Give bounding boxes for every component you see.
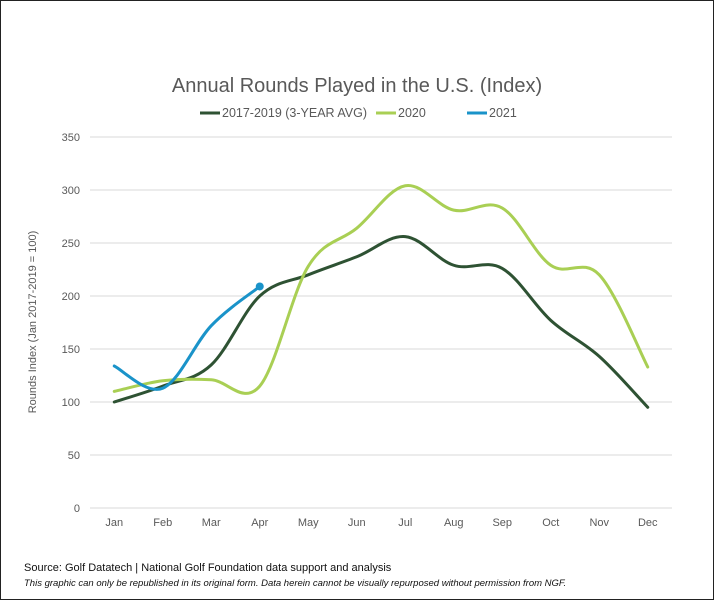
- source-note: Source: Golf Datatech | National Golf Fo…: [24, 562, 392, 574]
- y-tick-label: 100: [62, 397, 80, 409]
- legend-label: 2021: [489, 106, 517, 120]
- x-tick-label: Jul: [398, 517, 412, 529]
- y-tick-label: 150: [62, 344, 80, 356]
- y-tick-label: 350: [62, 132, 80, 144]
- legend-label: 2020: [398, 106, 426, 120]
- x-tick-label: Oct: [542, 517, 559, 529]
- x-tick-label: Apr: [251, 517, 268, 529]
- chart-title: Annual Rounds Played in the U.S. (Index): [172, 75, 542, 97]
- series-line-0: [112, 235, 650, 409]
- x-tick-label: Sep: [492, 517, 512, 529]
- y-axis-ticks: 0 50 100 150 200 250 300 350: [62, 132, 80, 515]
- x-tick-label: Dec: [638, 517, 658, 529]
- x-tick-label: Mar: [202, 517, 221, 529]
- x-tick-label: Jan: [105, 517, 123, 529]
- x-tick-label: May: [298, 517, 319, 529]
- y-tick-label: 200: [62, 291, 80, 303]
- y-tick-label: 0: [74, 503, 80, 515]
- series-line-2: [112, 284, 262, 391]
- x-tick-label: Aug: [444, 517, 464, 529]
- y-tick-label: 250: [62, 238, 80, 250]
- series-line-1: [112, 184, 650, 395]
- x-tick-label: Nov: [589, 517, 609, 529]
- y-axis-label: Rounds Index (Jan 2017-2019 = 100): [27, 231, 39, 414]
- x-tick-label: Jun: [348, 517, 366, 529]
- legend-label: 2017-2019 (3-YEAR AVG): [222, 106, 367, 120]
- y-tick-label: 300: [62, 185, 80, 197]
- gridlines: [90, 136, 672, 509]
- x-axis-ticks: Jan Feb Mar Apr May Jun Jul Aug Sep Oct Nov Dec: [105, 517, 658, 529]
- disclaimer-note: This graphic can only be republished in …: [24, 578, 567, 589]
- legend: 2017-2019 (3-YEAR AVG) 2020 2021: [200, 106, 517, 120]
- series-end-marker: [255, 282, 264, 291]
- series-lines: [112, 184, 650, 409]
- x-tick-label: Feb: [153, 517, 172, 529]
- y-tick-label: 50: [68, 450, 80, 462]
